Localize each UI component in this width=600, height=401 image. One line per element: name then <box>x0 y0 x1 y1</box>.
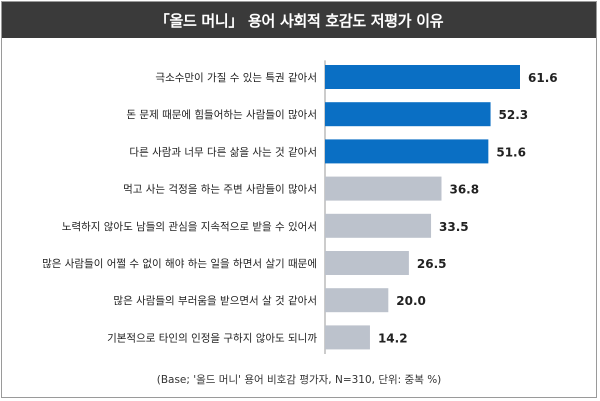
category-label-2: 돈 문제 때문에 힘들어하는 사람들이 많아서 <box>126 108 317 121</box>
bar-6 <box>325 251 409 275</box>
category-label-7: 많은 사람들의 부러움을 받으면서 살 것 같아서 <box>113 294 317 307</box>
category-label-8: 기본적으로 타인의 인정을 구하지 않아도 되니까 <box>107 331 317 344</box>
value-label-5: 33.5 <box>439 220 469 234</box>
bar-3 <box>325 139 489 164</box>
footnote: (Base; '올드 머니' 용어 비호감 평가자, N=310, 단위: 중복… <box>156 374 442 386</box>
title-bar: 「올드 머니」 용어 사회적 호감도 저평가 이유 <box>2 2 596 38</box>
value-label-1: 61.6 <box>528 71 558 85</box>
category-label-6: 많은 사람들이 어쩔 수 없이 해야 하는 일을 하면서 살기 때문에 <box>42 257 317 270</box>
bar-5 <box>325 213 432 238</box>
bar-1 <box>325 65 520 89</box>
chart-title: 「올드 머니」 용어 사회적 호감도 저평가 이유 <box>154 11 444 30</box>
bar-4 <box>325 176 442 201</box>
value-label-7: 20.0 <box>396 294 426 308</box>
category-label-1: 극소수만이 가질 수 있는 특권 같아서 <box>155 72 317 84</box>
value-label-6: 26.5 <box>417 257 447 271</box>
category-label-4: 먹고 사는 걱정을 하는 주변 사람들이 많아서 <box>123 183 317 196</box>
value-label-3: 51.6 <box>496 145 526 159</box>
value-label-4: 36.8 <box>449 183 479 197</box>
bar-7 <box>325 288 389 313</box>
category-label-5: 노력하지 않아도 남들의 관심을 지속적으로 받을 수 있어서 <box>62 220 317 233</box>
value-label-2: 52.3 <box>499 108 529 122</box>
value-label-8: 14.2 <box>378 331 408 345</box>
bar-2 <box>325 102 491 127</box>
category-label-3: 다른 사람과 너무 다른 삶을 사는 것 같아서 <box>129 145 317 158</box>
bar-8 <box>325 325 370 350</box>
